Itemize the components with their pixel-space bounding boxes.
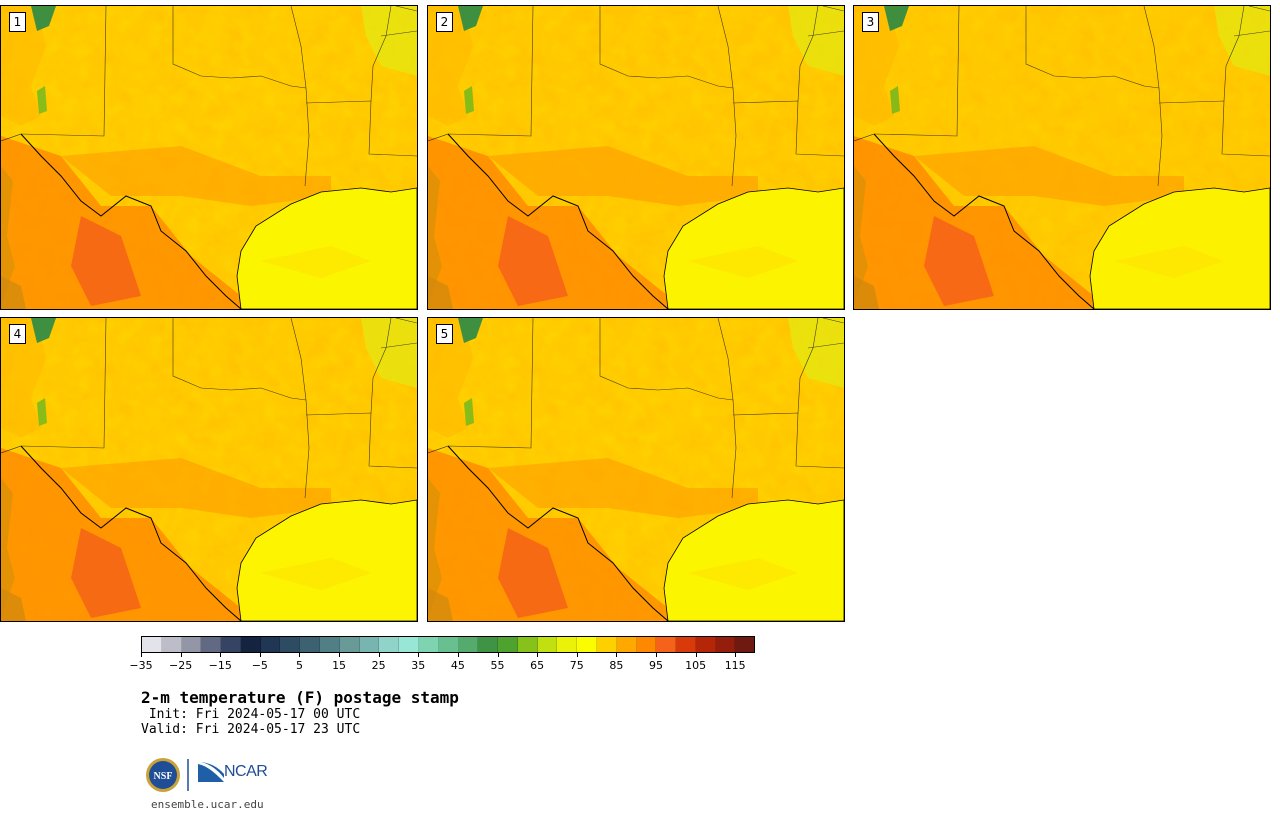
colorbar-tick bbox=[616, 653, 618, 657]
colorbar-ticks: −35 −25 −15 −5 5 15 25 35 45 55 65 75 85 95 105 115 bbox=[129, 653, 755, 677]
colorbar-tick-label: 25 bbox=[371, 659, 386, 672]
colorbar-tick bbox=[299, 653, 301, 657]
colorbar-cell bbox=[596, 637, 617, 652]
colorbar-tick-label: 55 bbox=[490, 659, 505, 672]
colorbar-tick bbox=[259, 653, 261, 657]
colorbar-cell bbox=[280, 637, 301, 652]
temperature-colorbar bbox=[141, 636, 755, 653]
colorbar-tick-label: 105 bbox=[685, 659, 707, 672]
colorbar-cell bbox=[300, 637, 321, 652]
colorbar-cell bbox=[458, 637, 479, 652]
colorbar-tick-label: 95 bbox=[648, 659, 663, 672]
colorbar-cell bbox=[676, 637, 696, 652]
temperature-map bbox=[1, 6, 417, 309]
colorbar-tick-label: −5 bbox=[251, 659, 268, 672]
forecast-panel-2: 2 bbox=[427, 5, 845, 310]
colorbar-cell bbox=[735, 637, 755, 652]
colorbar-cell bbox=[320, 637, 340, 652]
colorbar-tick-label: 45 bbox=[450, 659, 465, 672]
init-time: Init: Fri 2024-05-17 00 UTC bbox=[141, 707, 361, 722]
colorbar-tick bbox=[655, 653, 657, 657]
colorbar-tick bbox=[497, 653, 499, 657]
colorbar-tick bbox=[576, 653, 578, 657]
colorbar-tick bbox=[378, 653, 380, 657]
forecast-panel-5: 5 bbox=[427, 317, 845, 622]
colorbar-cell bbox=[240, 637, 261, 652]
colorbar-tick bbox=[220, 653, 222, 657]
ncar-logo: NCAR bbox=[198, 762, 268, 782]
plot-title: 2-m temperature (F) postage stamp bbox=[141, 688, 459, 707]
colorbar-cell bbox=[557, 637, 578, 652]
colorbar-cell bbox=[339, 637, 360, 652]
colorbar-cell bbox=[616, 637, 637, 652]
ncar-logo-text: NCAR bbox=[224, 763, 268, 780]
colorbar-cell bbox=[478, 637, 499, 652]
colorbar-cell bbox=[260, 637, 281, 652]
colorbar-cell bbox=[498, 637, 518, 652]
colorbar-cell bbox=[142, 637, 162, 652]
logo-block: NSF NCAR bbox=[144, 756, 274, 794]
website-url: ensemble.ucar.edu bbox=[151, 798, 264, 811]
colorbar-cell bbox=[181, 637, 202, 652]
colorbar-cell bbox=[715, 637, 736, 652]
temperature-map bbox=[854, 6, 1270, 309]
member-number-label: 3 bbox=[862, 12, 879, 32]
colorbar-cell bbox=[695, 637, 716, 652]
nsf-logo: NSF bbox=[146, 758, 189, 792]
colorbar-cell bbox=[379, 637, 400, 652]
colorbar-cell bbox=[577, 637, 597, 652]
forecast-panel-1: 1 bbox=[0, 5, 418, 310]
member-number-label: 4 bbox=[9, 324, 26, 344]
colorbar-cell bbox=[161, 637, 182, 652]
colorbar-tick bbox=[339, 653, 341, 657]
forecast-panel-4: 4 bbox=[0, 317, 418, 622]
temperature-map bbox=[428, 318, 844, 621]
colorbar-tick bbox=[418, 653, 420, 657]
colorbar-tick-label: 35 bbox=[411, 659, 426, 672]
colorbar-tick-label: −15 bbox=[208, 659, 232, 672]
colorbar-cell bbox=[201, 637, 222, 652]
colorbar-cell bbox=[221, 637, 241, 652]
colorbar-tick-label: −35 bbox=[129, 659, 153, 672]
colorbar-cell bbox=[438, 637, 459, 652]
member-number-label: 1 bbox=[9, 12, 26, 32]
colorbar-tick bbox=[141, 653, 142, 657]
colorbar-tick-label: 5 bbox=[295, 659, 303, 672]
colorbar-tick-label: 85 bbox=[609, 659, 624, 672]
colorbar-tick bbox=[457, 653, 459, 657]
colorbar-cell bbox=[359, 637, 380, 652]
colorbar-cell bbox=[418, 637, 439, 652]
colorbar-tick-label: 15 bbox=[332, 659, 347, 672]
ncar-swoosh-icon bbox=[198, 762, 224, 782]
colorbar-cell bbox=[399, 637, 419, 652]
colorbar-tick-label: 65 bbox=[530, 659, 545, 672]
member-number-label: 2 bbox=[436, 12, 453, 32]
colorbar-tick bbox=[537, 653, 539, 657]
member-number-label: 5 bbox=[436, 324, 453, 344]
nsf-logo-text: NSF bbox=[154, 771, 173, 782]
temperature-map bbox=[428, 6, 844, 309]
colorbar-tick bbox=[695, 653, 697, 657]
colorbar-tick bbox=[735, 653, 737, 657]
valid-time: Valid: Fri 2024-05-17 23 UTC bbox=[141, 722, 361, 737]
temperature-map bbox=[1, 318, 417, 621]
colorbar-tick-label: −25 bbox=[169, 659, 193, 672]
colorbar-cell bbox=[656, 637, 677, 652]
colorbar-cell bbox=[517, 637, 538, 652]
colorbar-tick-label: 75 bbox=[569, 659, 584, 672]
colorbar-cell bbox=[636, 637, 657, 652]
colorbar-tick bbox=[180, 653, 182, 657]
colorbar-cell bbox=[537, 637, 558, 652]
forecast-panel-3: 3 bbox=[853, 5, 1271, 310]
colorbar-tick-label: 115 bbox=[724, 659, 746, 672]
